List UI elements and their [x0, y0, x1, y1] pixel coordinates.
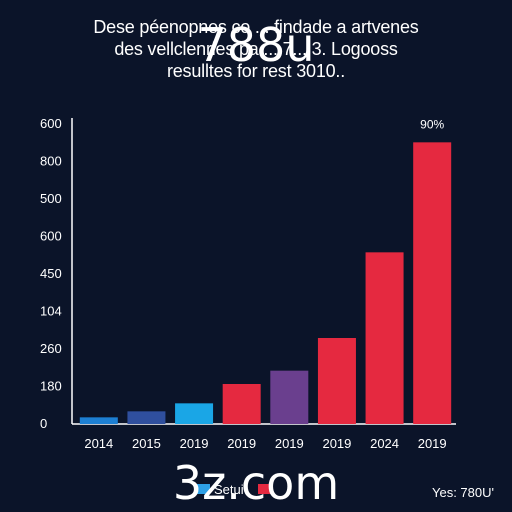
- bar-annotation: 90%: [420, 117, 444, 131]
- x-tick-label: 2024: [370, 436, 399, 451]
- legend-swatch-blue: [196, 484, 210, 494]
- y-tick-label: 104: [40, 304, 62, 319]
- y-tick-label: 500: [40, 191, 62, 206]
- x-tick-label: 2019: [227, 436, 256, 451]
- y-tick-label: 450: [40, 266, 62, 281]
- bar: [317, 338, 356, 424]
- bars: [79, 142, 452, 425]
- legend-label-right: Yes: 780U': [432, 485, 494, 500]
- chart-title-line-2: des vellclenries pa ... 7... 3. Logooss: [114, 39, 398, 59]
- bar: [222, 384, 261, 424]
- legend-label-left: Setui: [214, 482, 244, 497]
- watermark-overlay-bottom: 3z.com: [172, 456, 340, 510]
- chart-title-line-1: Dese péenopnes co ... findade a artvenes: [93, 17, 419, 37]
- y-tick-label: 600: [40, 116, 62, 131]
- bar: [270, 370, 309, 424]
- bar: [79, 417, 118, 424]
- watermark-overlay-top: 788u: [197, 18, 315, 72]
- y-tick-label: 180: [40, 379, 62, 394]
- y-tick-label: 0: [40, 416, 47, 431]
- y-tick-label: 800: [40, 154, 62, 169]
- x-tick-label: 2019: [418, 436, 447, 451]
- bar: [365, 252, 404, 424]
- x-tick-label: 2014: [84, 436, 113, 451]
- y-tick-label: 600: [40, 229, 62, 244]
- x-tick-label: 2019: [322, 436, 351, 451]
- bar: [127, 411, 166, 424]
- legend: Setui Yes: 780U': [196, 482, 494, 500]
- x-tick-label: 2019: [180, 436, 209, 451]
- bar: [413, 142, 452, 425]
- legend-swatch-red: [258, 484, 272, 494]
- x-tick-label: 2019: [275, 436, 304, 451]
- y-tick-label: 260: [40, 341, 62, 356]
- chart-title-line-3: resulltes for rest 3010..: [166, 61, 346, 81]
- x-tick-label: 2015: [132, 436, 161, 451]
- x-axis-labels: 2014 2015 2019 2019 2019 2019 2024 2019: [84, 436, 446, 451]
- y-axis-ticks: 0 180 260 104 450 600 500 800 600: [40, 116, 62, 431]
- bar: [175, 403, 214, 424]
- chart-title: Dese péenopnes co ... findade a artvenes…: [0, 16, 512, 82]
